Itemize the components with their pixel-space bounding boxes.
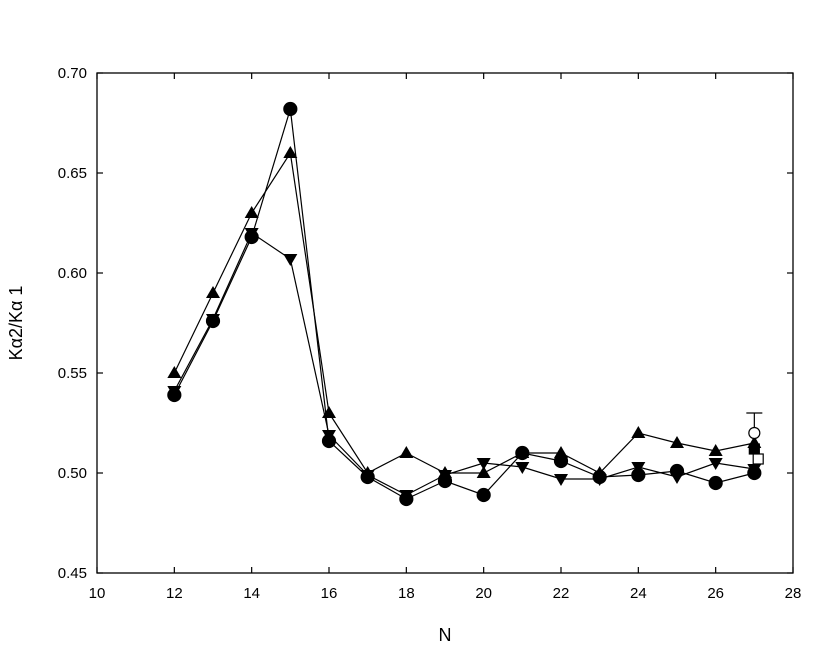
x-axis-title: N: [439, 625, 452, 645]
data-point-circle: [476, 487, 491, 503]
data-point-triangle-down: [554, 474, 568, 486]
y-tick-label: 0.60: [58, 265, 87, 282]
data-point-circle: [708, 475, 723, 491]
data-point-triangle-up: [670, 436, 684, 448]
data-point-circle: [283, 101, 298, 117]
data-point-triangle-down: [167, 386, 182, 398]
data-point-triangle-down: [747, 464, 762, 476]
data-point-triangle-up: [631, 426, 646, 438]
series-line: [173, 108, 755, 500]
series-markers: [167, 101, 764, 507]
y-tick-label: 0.50: [58, 465, 87, 482]
data-point-triangle-up: [206, 286, 220, 298]
y-tick-label: 0.65: [58, 165, 87, 182]
data-point-triangle-down: [399, 490, 414, 502]
data-point-triangle-down: [592, 474, 607, 486]
x-tick-label: 24: [630, 585, 647, 602]
x-tick-label: 26: [707, 585, 724, 602]
data-point-triangle-down: [476, 458, 491, 470]
series-lines: [173, 108, 763, 500]
data-point-triangle-up: [708, 444, 723, 456]
data-point-triangle-down: [360, 470, 375, 482]
x-tick-label: 16: [321, 585, 338, 602]
data-point-triangle-up: [244, 206, 259, 218]
data-point-triangle-down: [206, 314, 220, 326]
x-tick-label: 18: [398, 585, 415, 602]
y-tick-label: 0.55: [58, 365, 87, 382]
data-point-triangle-down: [631, 462, 646, 474]
data-point-open-circle: [748, 426, 761, 440]
data-point-filled-square: [748, 443, 760, 455]
data-point-triangle-up: [476, 466, 491, 478]
data-point-triangle-down: [670, 472, 684, 484]
data-point-triangle-up: [322, 406, 336, 418]
y-tick-label: 0.45: [58, 565, 87, 582]
y-tick-label: 0.70: [58, 65, 87, 82]
series-line: [173, 151, 755, 474]
data-point-triangle-down: [708, 458, 723, 470]
data-point-triangle-down: [244, 228, 259, 240]
data-point-triangle-up: [515, 446, 530, 458]
x-tick-label: 20: [475, 585, 492, 602]
x-tick-label: 28: [785, 585, 802, 602]
series-line: [173, 232, 755, 496]
y-axis-ticks: 0.45 0.50 0.55 0.60 0.65 0.70: [58, 65, 793, 582]
data-point-triangle-up: [283, 146, 298, 158]
data-point-triangle-down: [322, 430, 336, 442]
x-tick-label: 12: [166, 585, 183, 602]
data-point-triangle-up: [167, 366, 182, 378]
data-point-open-square: [752, 453, 764, 465]
x-tick-label: 22: [553, 585, 570, 602]
data-point-triangle-up: [554, 446, 568, 458]
y-axis-title: Kα2/Kα 1: [6, 286, 26, 361]
data-point-triangle-down: [283, 254, 298, 266]
plot-frame: [96, 72, 794, 574]
data-point-triangle-down: [438, 470, 452, 482]
x-tick-label: 14: [243, 585, 260, 602]
data-point-triangle-down: [515, 462, 530, 474]
data-point-triangle-up: [399, 446, 414, 458]
x-tick-label: 10: [89, 585, 106, 602]
x-axis-ticks: 10 12 14 16 18 20 22 24 26 28: [89, 73, 802, 602]
